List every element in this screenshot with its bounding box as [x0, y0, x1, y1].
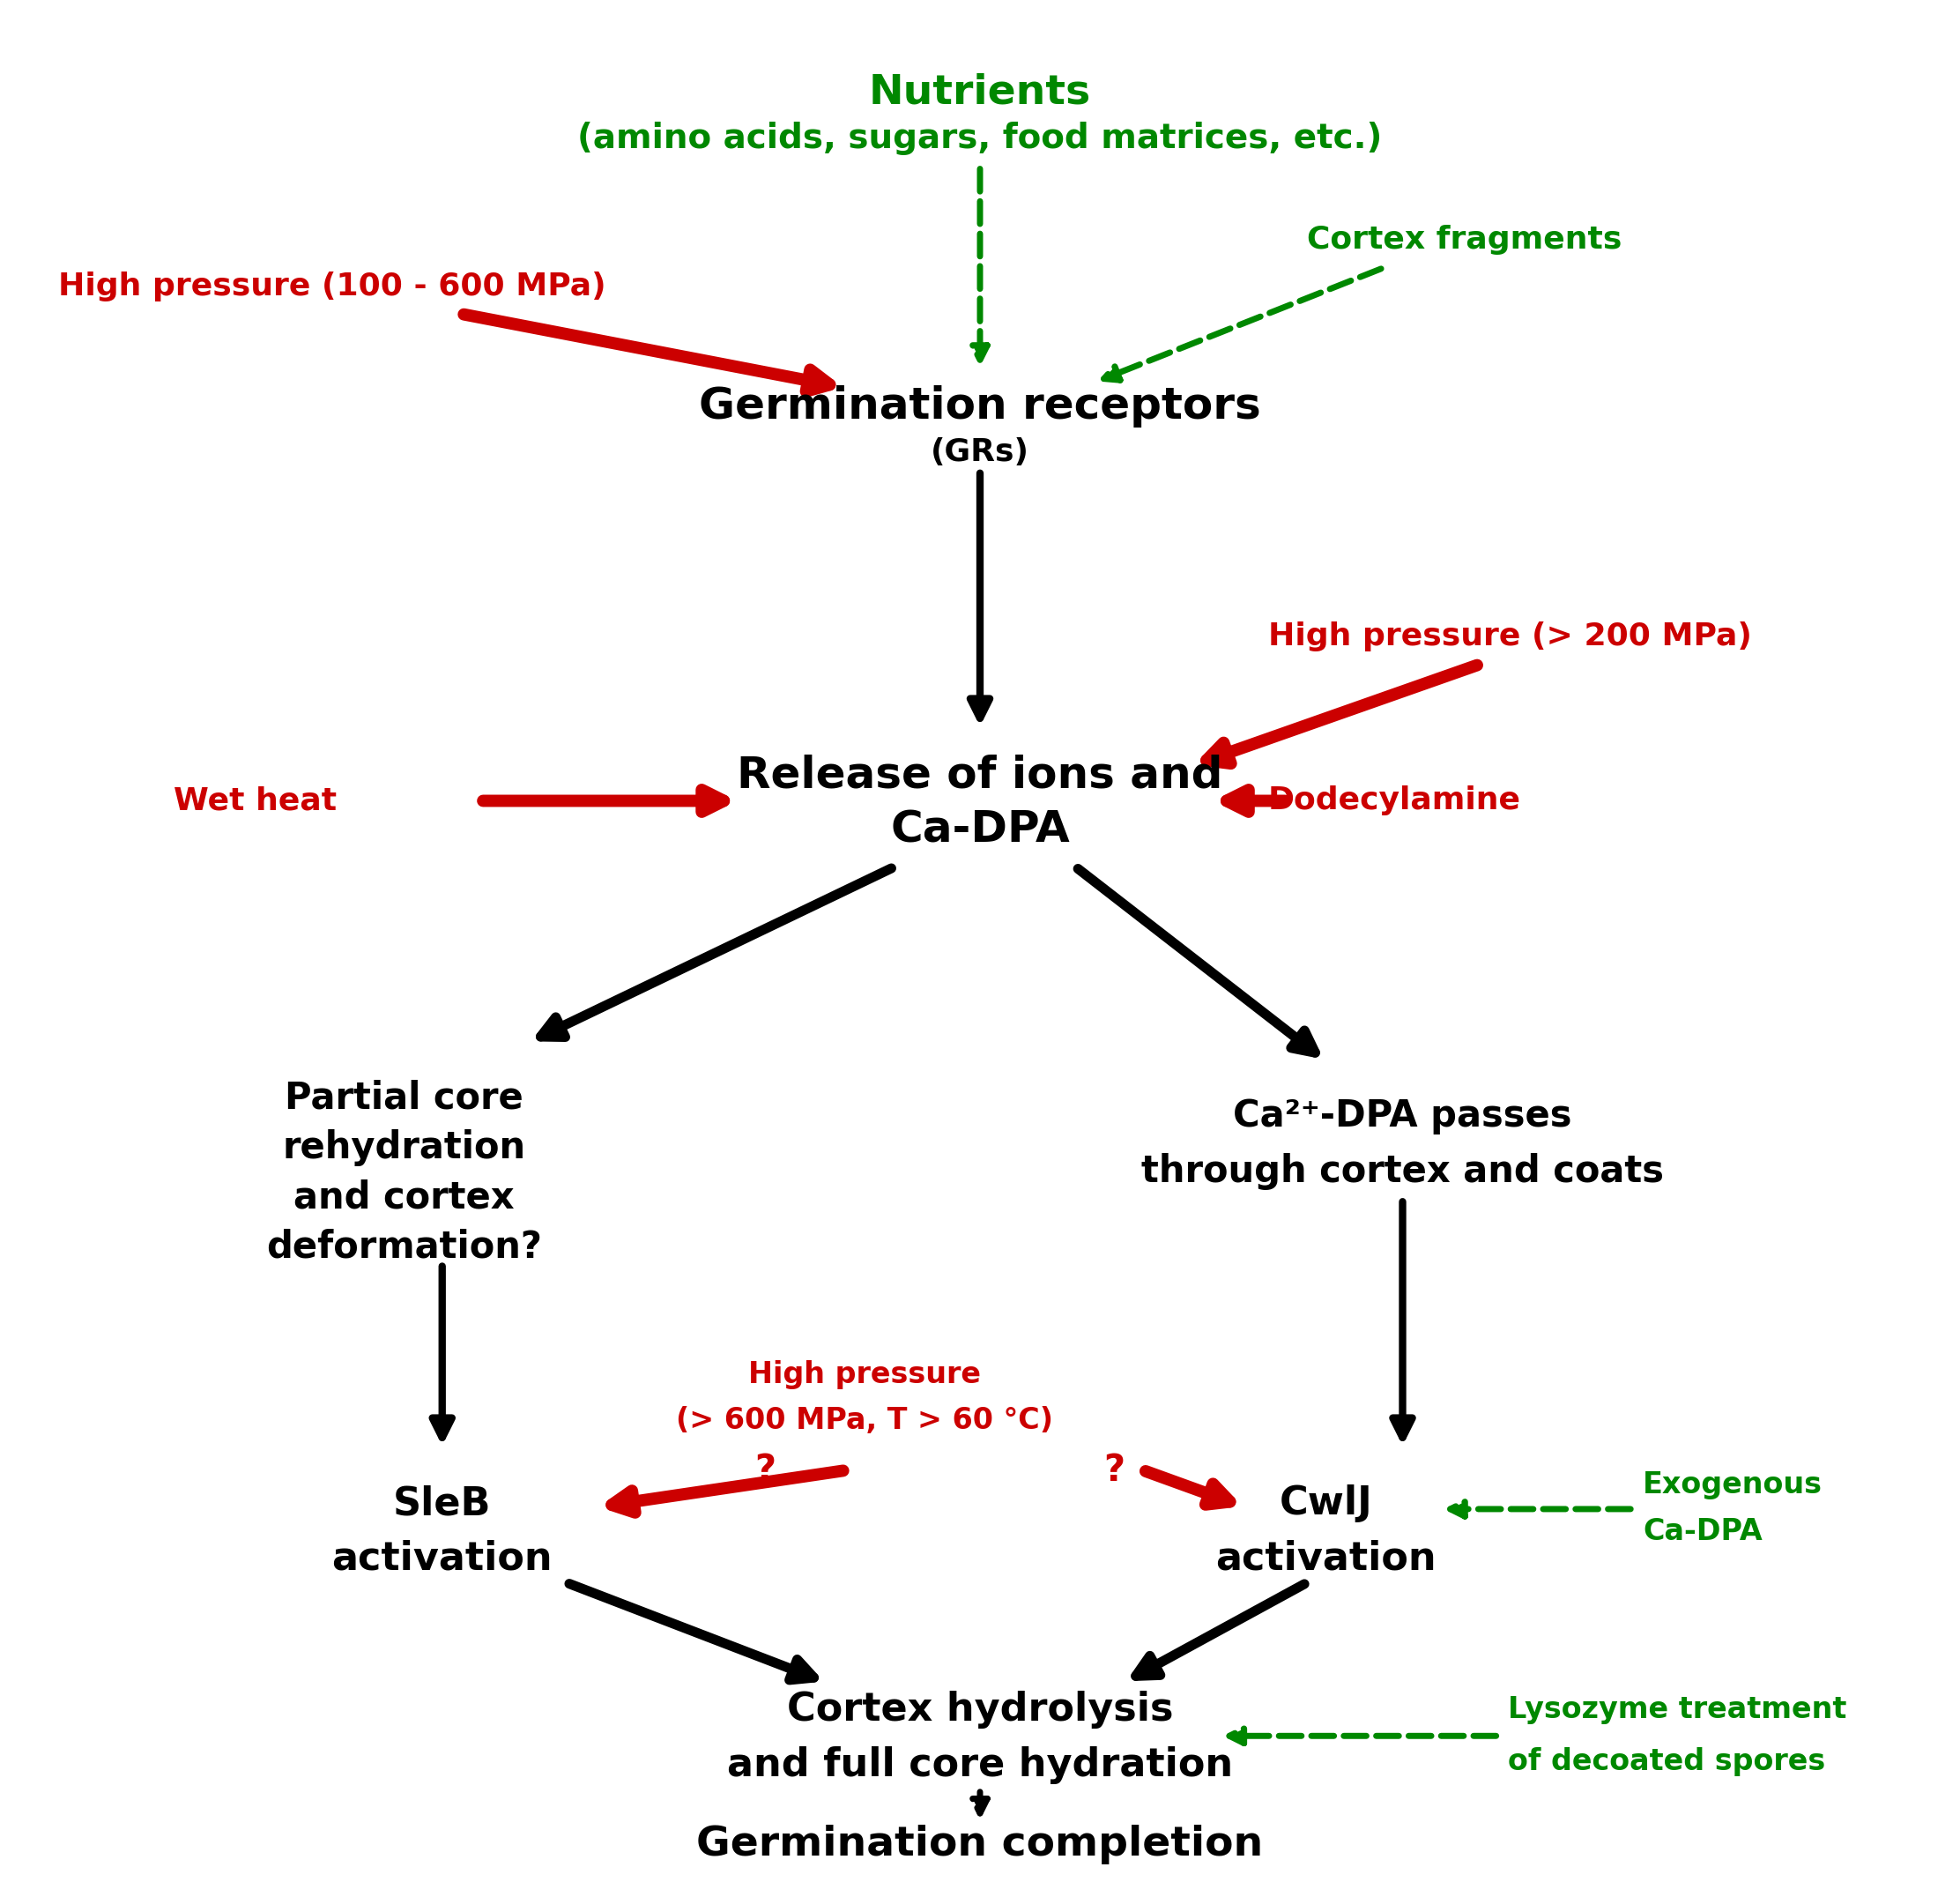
Text: activation: activation — [1215, 1539, 1437, 1577]
Text: and full core hydration: and full core hydration — [727, 1746, 1233, 1784]
Text: High pressure: High pressure — [749, 1361, 982, 1389]
Text: ?: ? — [755, 1451, 776, 1489]
Text: High pressure (> 200 MPa): High pressure (> 200 MPa) — [1268, 621, 1752, 651]
Text: Exogenous: Exogenous — [1642, 1470, 1823, 1500]
Text: Ca²⁺-DPA passes: Ca²⁺-DPA passes — [1233, 1097, 1572, 1135]
Text: Lysozyme treatment: Lysozyme treatment — [1509, 1696, 1846, 1724]
Text: of decoated spores: of decoated spores — [1509, 1746, 1825, 1777]
Text: Dodecylamine: Dodecylamine — [1268, 787, 1521, 815]
Text: Germination completion: Germination completion — [696, 1826, 1264, 1865]
Text: Release of ions and: Release of ions and — [737, 755, 1223, 796]
Text: (amino acids, sugars, food matrices, etc.): (amino acids, sugars, food matrices, etc… — [578, 122, 1382, 156]
Text: Partial core: Partial core — [284, 1078, 523, 1116]
Text: and cortex: and cortex — [294, 1178, 514, 1216]
Text: Germination receptors: Germination receptors — [700, 386, 1260, 427]
Text: Nutrients: Nutrients — [868, 73, 1092, 113]
Text: (> 600 MPa, T > 60 °C): (> 600 MPa, T > 60 °C) — [676, 1406, 1053, 1436]
Text: rehydration: rehydration — [282, 1129, 525, 1167]
Text: ?: ? — [1103, 1451, 1125, 1489]
Text: Wet heat: Wet heat — [172, 787, 337, 815]
Text: High pressure (100 - 600 MPa): High pressure (100 - 600 MPa) — [59, 271, 606, 301]
Text: CwlJ: CwlJ — [1280, 1485, 1372, 1523]
Text: activation: activation — [331, 1539, 553, 1577]
Text: Cortex fragments: Cortex fragments — [1307, 226, 1621, 256]
Text: Cortex hydrolysis: Cortex hydrolysis — [786, 1692, 1174, 1730]
Text: SleB: SleB — [394, 1485, 492, 1523]
Text: deformation?: deformation? — [267, 1229, 541, 1267]
Text: Ca-DPA: Ca-DPA — [1642, 1517, 1762, 1545]
Text: through cortex and coats: through cortex and coats — [1141, 1154, 1664, 1189]
Text: (GRs): (GRs) — [931, 437, 1029, 467]
Text: Ca-DPA: Ca-DPA — [890, 809, 1070, 851]
